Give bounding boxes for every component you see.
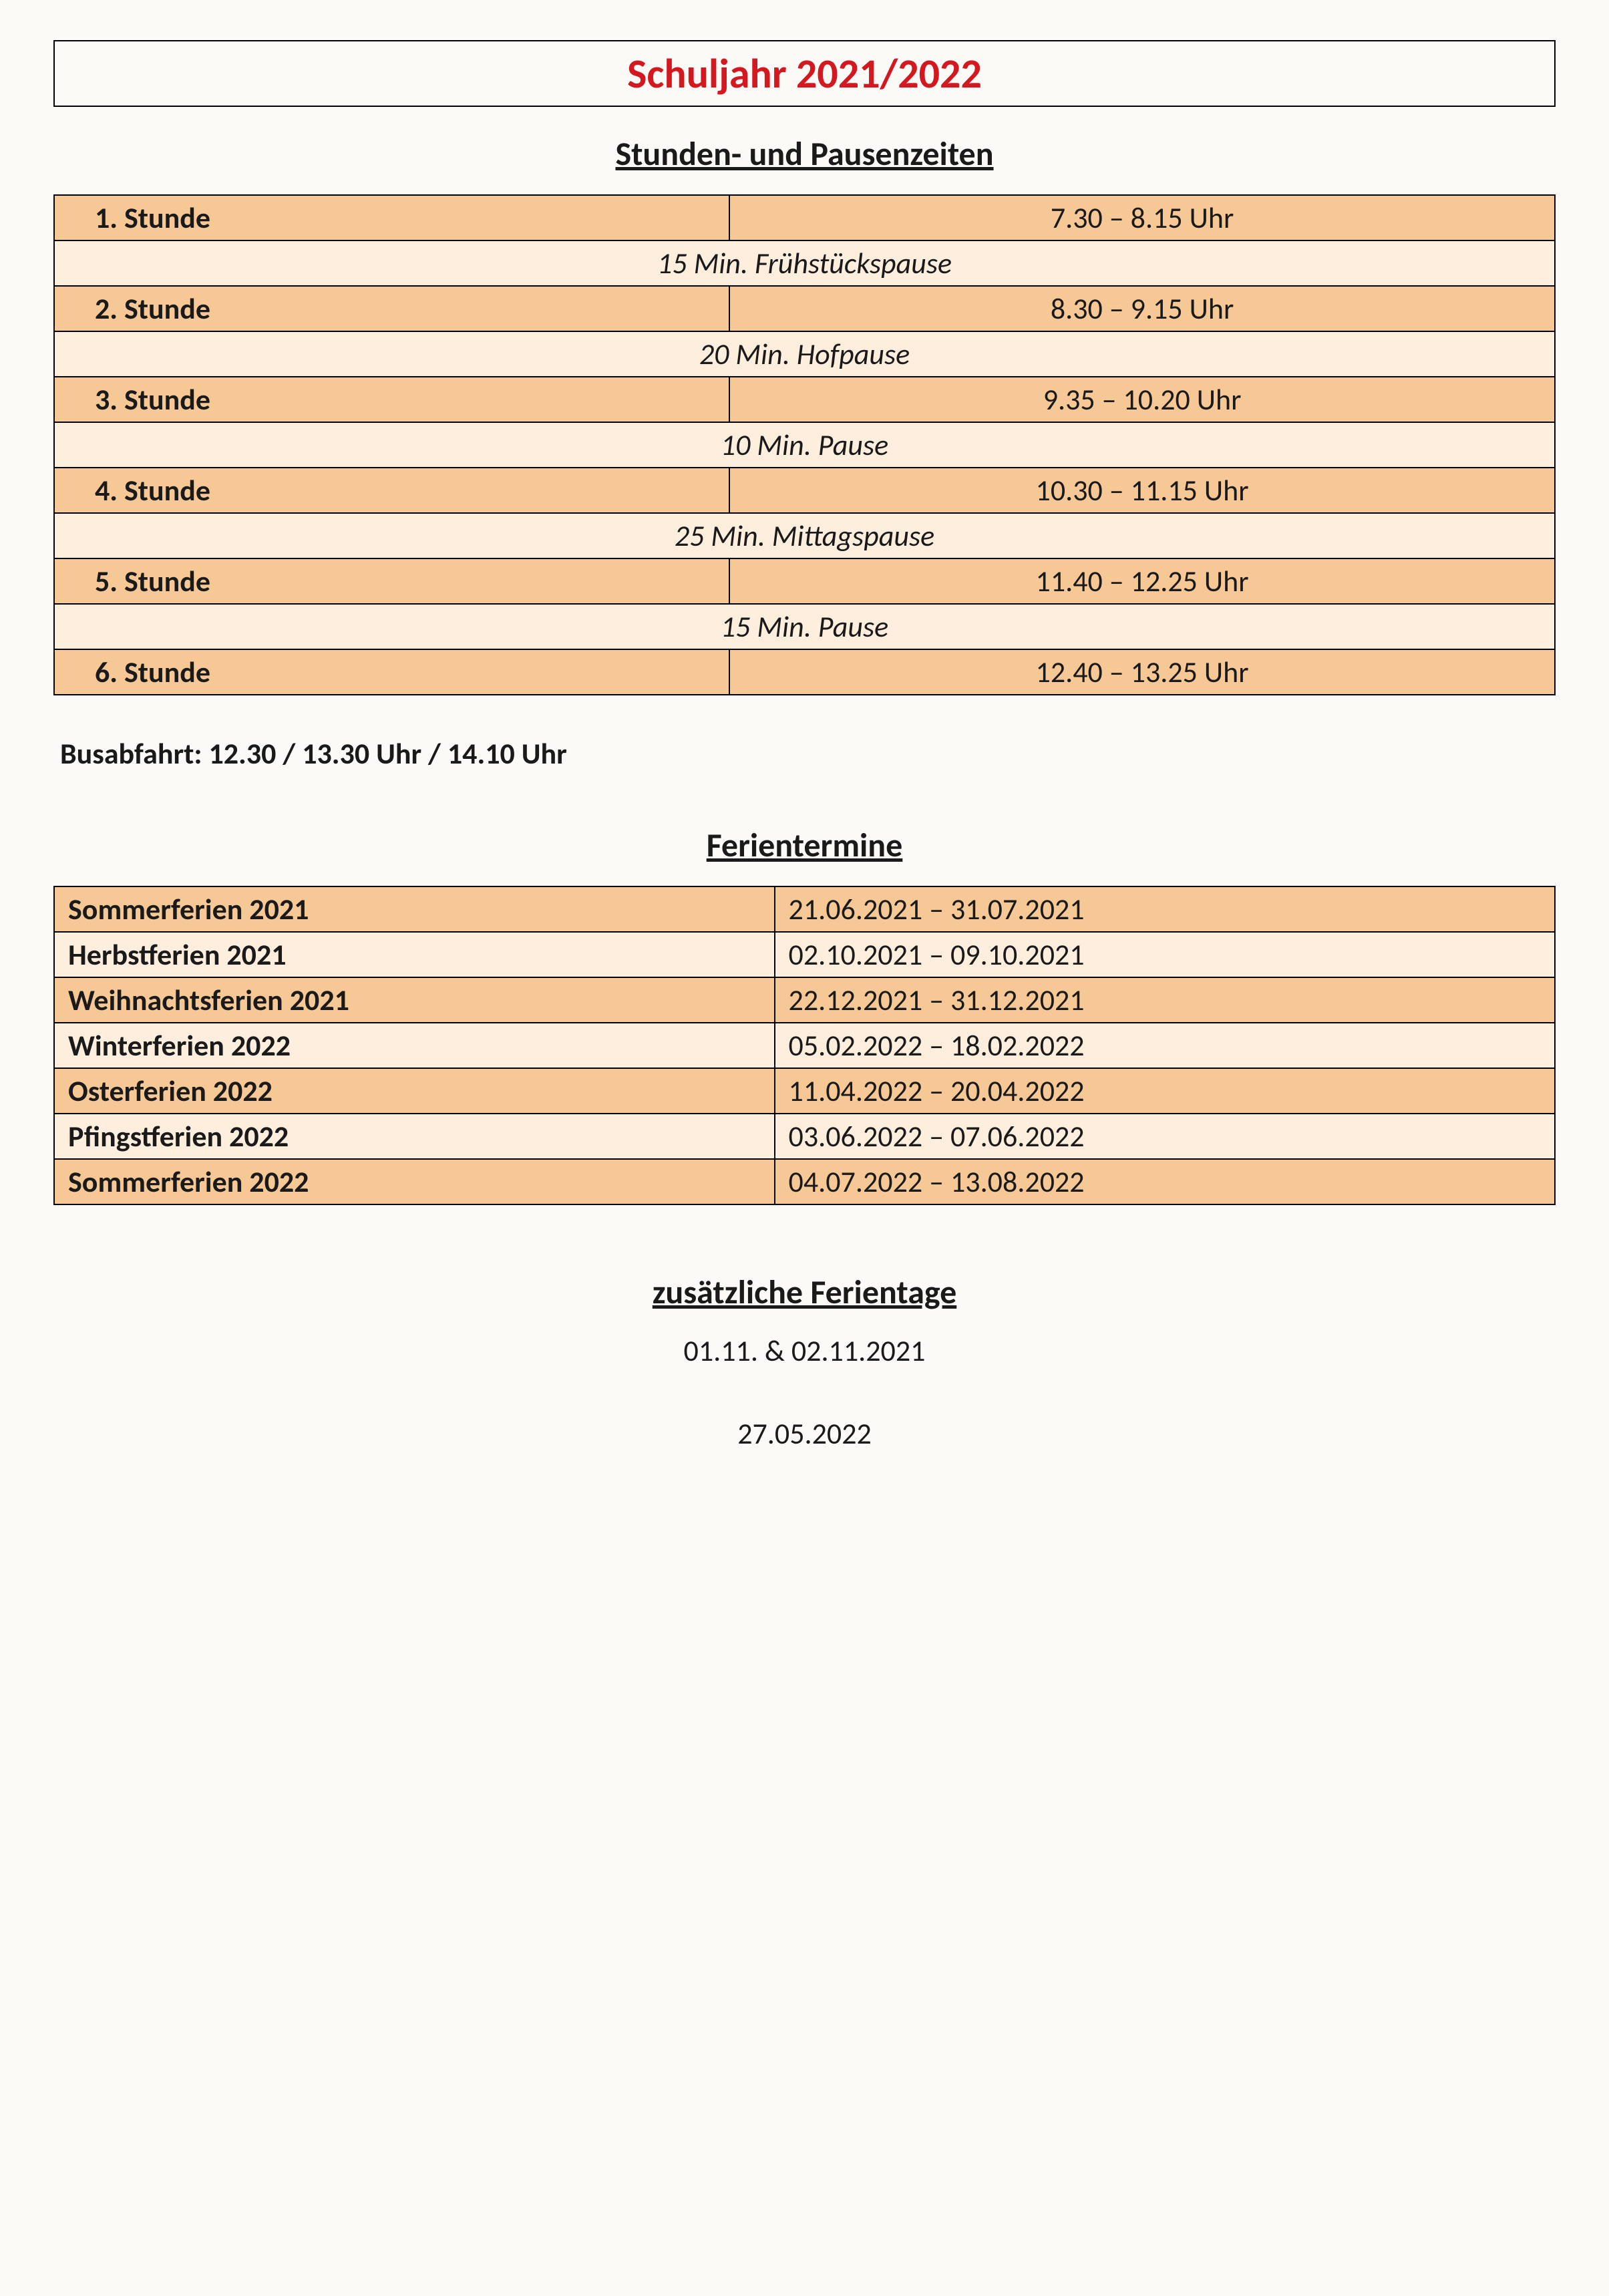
lesson-label: 2. Stunde bbox=[54, 286, 729, 331]
section-holidays-heading: Ferientermine bbox=[53, 825, 1556, 866]
table-row: Weihnachtsferien 202122.12.2021 – 31.12.… bbox=[54, 977, 1555, 1023]
table-row: Winterferien 202205.02.2022 – 18.02.2022 bbox=[54, 1023, 1555, 1068]
holiday-date: 05.02.2022 – 18.02.2022 bbox=[775, 1023, 1555, 1068]
schedule-table: 1. Stunde7.30 – 8.15 Uhr15 Min. Frühstüc… bbox=[53, 194, 1556, 695]
table-row: Osterferien 202211.04.2022 – 20.04.2022 bbox=[54, 1068, 1555, 1114]
table-row: Pfingstferien 202203.06.2022 – 07.06.202… bbox=[54, 1114, 1555, 1159]
table-row: 20 Min. Hofpause bbox=[54, 331, 1555, 377]
holiday-name: Winterferien 2022 bbox=[54, 1023, 775, 1068]
table-row: Sommerferien 202121.06.2021 – 31.07.2021 bbox=[54, 886, 1555, 932]
holiday-name: Sommerferien 2022 bbox=[54, 1159, 775, 1204]
holiday-date: 04.07.2022 – 13.08.2022 bbox=[775, 1159, 1555, 1204]
extra-day: 01.11. & 02.11.2021 bbox=[53, 1333, 1556, 1369]
lesson-label: 6. Stunde bbox=[54, 649, 729, 695]
section-extra-heading: zusätzliche Ferientage bbox=[53, 1272, 1556, 1313]
break-label: 10 Min. Pause bbox=[54, 422, 1555, 468]
bus-departure-line: Busabfahrt: 12.30 / 13.30 Uhr / 14.10 Uh… bbox=[60, 735, 1556, 772]
holiday-name: Pfingstferien 2022 bbox=[54, 1114, 775, 1159]
lesson-label: 1. Stunde bbox=[54, 195, 729, 240]
break-label: 15 Min. Pause bbox=[54, 604, 1555, 649]
lesson-time: 7.30 – 8.15 Uhr bbox=[729, 195, 1555, 240]
holidays-table: Sommerferien 202121.06.2021 – 31.07.2021… bbox=[53, 886, 1556, 1205]
table-row: 1. Stunde7.30 – 8.15 Uhr bbox=[54, 195, 1555, 240]
lesson-label: 3. Stunde bbox=[54, 377, 729, 422]
holiday-date: 22.12.2021 – 31.12.2021 bbox=[775, 977, 1555, 1023]
break-label: 25 Min. Mittagspause bbox=[54, 513, 1555, 558]
table-row: 10 Min. Pause bbox=[54, 422, 1555, 468]
section-schedule-heading: Stunden- und Pausenzeiten bbox=[53, 134, 1556, 174]
table-row: 15 Min. Frühstückspause bbox=[54, 240, 1555, 286]
lesson-time: 12.40 – 13.25 Uhr bbox=[729, 649, 1555, 695]
page-title: Schuljahr 2021/2022 bbox=[627, 48, 982, 99]
title-box: Schuljahr 2021/2022 bbox=[53, 40, 1556, 107]
table-row: Herbstferien 202102.10.2021 – 09.10.2021 bbox=[54, 932, 1555, 977]
lesson-label: 4. Stunde bbox=[54, 468, 729, 513]
holiday-date: 11.04.2022 – 20.04.2022 bbox=[775, 1068, 1555, 1114]
lesson-time: 9.35 – 10.20 Uhr bbox=[729, 377, 1555, 422]
table-row: Sommerferien 202204.07.2022 – 13.08.2022 bbox=[54, 1159, 1555, 1204]
table-row: 6. Stunde12.40 – 13.25 Uhr bbox=[54, 649, 1555, 695]
break-label: 20 Min. Hofpause bbox=[54, 331, 1555, 377]
lesson-time: 11.40 – 12.25 Uhr bbox=[729, 558, 1555, 604]
lesson-time: 10.30 – 11.15 Uhr bbox=[729, 468, 1555, 513]
holiday-date: 02.10.2021 – 09.10.2021 bbox=[775, 932, 1555, 977]
holiday-name: Weihnachtsferien 2021 bbox=[54, 977, 775, 1023]
table-row: 2. Stunde8.30 – 9.15 Uhr bbox=[54, 286, 1555, 331]
break-label: 15 Min. Frühstückspause bbox=[54, 240, 1555, 286]
holiday-name: Herbstferien 2021 bbox=[54, 932, 775, 977]
table-row: 15 Min. Pause bbox=[54, 604, 1555, 649]
table-row: 4. Stunde10.30 – 11.15 Uhr bbox=[54, 468, 1555, 513]
lesson-time: 8.30 – 9.15 Uhr bbox=[729, 286, 1555, 331]
holiday-date: 21.06.2021 – 31.07.2021 bbox=[775, 886, 1555, 932]
holiday-date: 03.06.2022 – 07.06.2022 bbox=[775, 1114, 1555, 1159]
holiday-name: Sommerferien 2021 bbox=[54, 886, 775, 932]
table-row: 25 Min. Mittagspause bbox=[54, 513, 1555, 558]
extra-days-container: 01.11. & 02.11.2021 27.05.2022 bbox=[53, 1333, 1556, 1485]
table-row: 5. Stunde11.40 – 12.25 Uhr bbox=[54, 558, 1555, 604]
lesson-label: 5. Stunde bbox=[54, 558, 729, 604]
holiday-name: Osterferien 2022 bbox=[54, 1068, 775, 1114]
table-row: 3. Stunde9.35 – 10.20 Uhr bbox=[54, 377, 1555, 422]
extra-day: 27.05.2022 bbox=[53, 1416, 1556, 1452]
